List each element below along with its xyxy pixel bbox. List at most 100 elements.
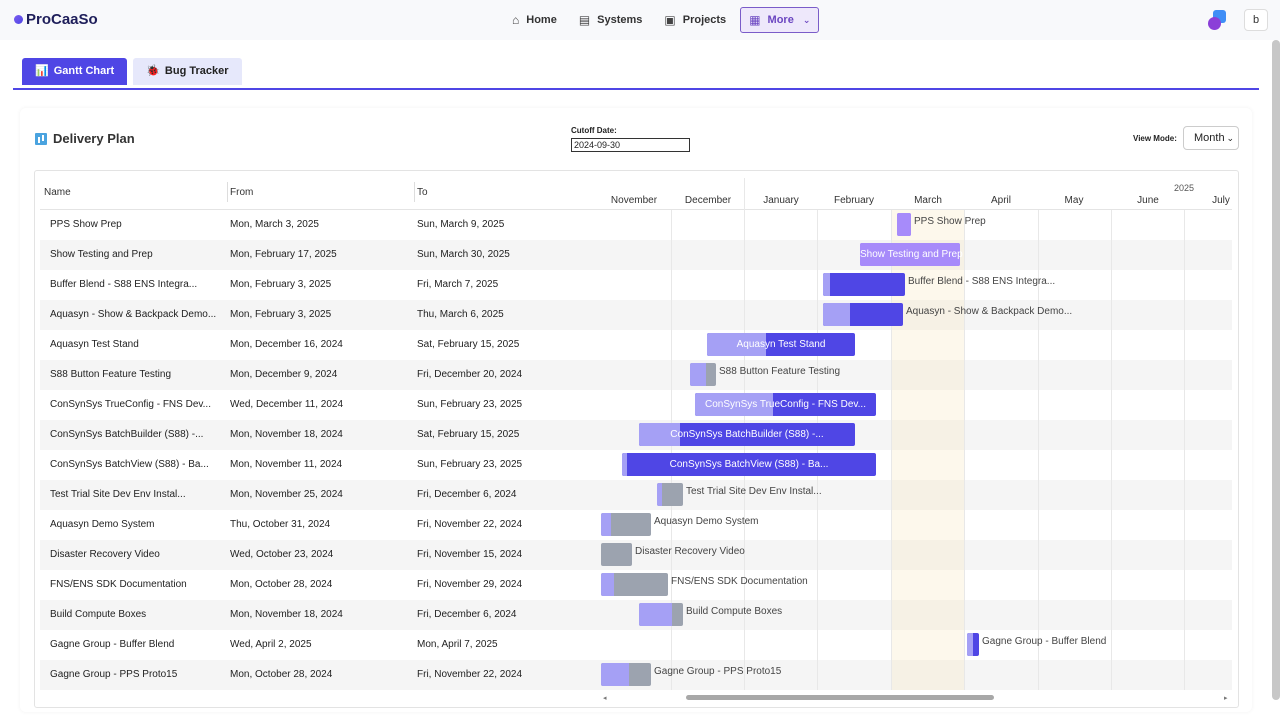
table-row[interactable] bbox=[40, 210, 1232, 240]
gantt-bar-label: Aquasyn - Show & Backpack Demo... bbox=[906, 306, 1073, 317]
nav-home[interactable]: ⌂ Home bbox=[504, 7, 565, 33]
month-gridline bbox=[1184, 210, 1185, 690]
task-from-cell: Wed, October 23, 2024 bbox=[230, 549, 334, 560]
app-logo[interactable]: ProCaaSo bbox=[14, 11, 98, 28]
app-name: ProCaaSo bbox=[26, 11, 98, 28]
task-to-cell: Sun, February 23, 2025 bbox=[417, 459, 523, 470]
grid-icon: ▦ bbox=[749, 13, 761, 27]
tab-underline bbox=[13, 88, 1259, 90]
tab-bug-tracker[interactable]: 🐞 Bug Tracker bbox=[133, 58, 242, 85]
view-tabs: 📊 Gantt Chart 🐞 Bug Tracker bbox=[22, 58, 242, 85]
gantt-bar-label: Disaster Recovery Video bbox=[635, 546, 745, 557]
panel-title-text: Delivery Plan bbox=[53, 131, 135, 146]
gantt-bar[interactable] bbox=[601, 513, 651, 536]
month-label: July bbox=[1212, 195, 1230, 206]
task-table-header: Name From To bbox=[40, 178, 600, 210]
systems-icon: ▤ bbox=[578, 13, 591, 27]
table-row[interactable] bbox=[40, 480, 1232, 510]
table-row[interactable] bbox=[40, 390, 1232, 420]
gantt-bar[interactable] bbox=[695, 393, 876, 416]
nav-projects-label: Projects bbox=[682, 14, 727, 26]
task-name-cell: Gagne Group - PPS Proto15 bbox=[50, 669, 178, 680]
gantt-bar[interactable] bbox=[707, 333, 855, 356]
nav-projects[interactable]: ▣ Projects bbox=[656, 7, 734, 33]
column-divider[interactable] bbox=[414, 182, 415, 202]
bar-remaining bbox=[823, 273, 905, 296]
task-to-cell: Fri, November 15, 2024 bbox=[417, 549, 523, 560]
gantt-bar[interactable] bbox=[823, 303, 903, 326]
gantt-bar[interactable] bbox=[657, 483, 683, 506]
gantt-bar[interactable] bbox=[897, 213, 911, 236]
gantt-bar[interactable] bbox=[601, 573, 668, 596]
nav-more-label: More bbox=[767, 14, 794, 26]
task-from-cell: Mon, November 25, 2024 bbox=[230, 489, 343, 500]
task-name-cell: FNS/ENS SDK Documentation bbox=[50, 579, 187, 590]
column-header-from[interactable]: From bbox=[230, 187, 254, 198]
month-gridline bbox=[817, 210, 818, 690]
gantt-bar[interactable] bbox=[860, 243, 960, 266]
cutoff-date-input[interactable]: 2024-09-30 bbox=[571, 138, 690, 152]
month-label: May bbox=[1064, 195, 1084, 206]
table-row[interactable] bbox=[40, 330, 1232, 360]
task-from-cell: Mon, November 11, 2024 bbox=[230, 459, 343, 470]
task-from-cell: Mon, February 3, 2025 bbox=[230, 279, 332, 290]
column-header-to[interactable]: To bbox=[417, 187, 428, 198]
bar-progress bbox=[695, 393, 773, 416]
column-divider[interactable] bbox=[227, 182, 228, 202]
gantt-bar[interactable] bbox=[639, 603, 683, 626]
task-name-cell: ConSynSys BatchBuilder (S88) -... bbox=[50, 429, 204, 440]
task-from-cell: Mon, December 16, 2024 bbox=[230, 339, 343, 350]
gantt-bar[interactable] bbox=[690, 363, 716, 386]
gantt-bar[interactable] bbox=[622, 453, 876, 476]
user-menu-button[interactable]: b bbox=[1244, 9, 1268, 31]
bar-progress bbox=[601, 513, 611, 536]
table-row[interactable] bbox=[40, 240, 1232, 270]
timeline-header bbox=[600, 178, 1232, 210]
bar-remaining bbox=[657, 483, 683, 506]
gantt-container bbox=[34, 170, 1239, 708]
bug-icon: 🐞 bbox=[146, 65, 160, 77]
scroll-right-arrow-icon[interactable]: ▸ bbox=[1224, 695, 1228, 702]
month-label: March bbox=[914, 195, 942, 206]
month-gridline bbox=[964, 210, 965, 690]
task-from-cell: Mon, December 9, 2024 bbox=[230, 369, 338, 380]
gantt-bar-label: Aquasyn Demo System bbox=[654, 516, 759, 527]
table-row[interactable] bbox=[40, 600, 1232, 630]
gantt-bar[interactable] bbox=[601, 543, 632, 566]
task-from-cell: Mon, November 18, 2024 bbox=[230, 609, 343, 620]
horizontal-scrollbar[interactable] bbox=[686, 695, 994, 700]
task-from-cell: Mon, March 3, 2025 bbox=[230, 219, 319, 230]
page-scrollbar[interactable] bbox=[1272, 40, 1280, 700]
task-name-cell: Gagne Group - Buffer Blend bbox=[50, 639, 175, 650]
gantt-bar[interactable] bbox=[967, 633, 979, 656]
table-row[interactable] bbox=[40, 420, 1232, 450]
task-name-cell: Test Trial Site Dev Env Instal... bbox=[50, 489, 186, 500]
task-to-cell: Sun, February 23, 2025 bbox=[417, 399, 523, 410]
gantt-bar[interactable] bbox=[601, 663, 651, 686]
view-mode-select[interactable]: Month ⌄ bbox=[1183, 126, 1239, 150]
month-gridline bbox=[671, 210, 672, 690]
nav-systems[interactable]: ▤ Systems bbox=[571, 7, 651, 33]
gantt-bar-label: Build Compute Boxes bbox=[686, 606, 783, 617]
task-name-cell: Disaster Recovery Video bbox=[50, 549, 160, 560]
nav-more-dropdown[interactable]: ▦ More ⌄ bbox=[740, 7, 820, 33]
month-label: November bbox=[610, 195, 658, 206]
task-name-cell: Build Compute Boxes bbox=[50, 609, 147, 620]
table-row[interactable] bbox=[40, 360, 1232, 390]
gantt-bar-label: FNS/ENS SDK Documentation bbox=[671, 576, 808, 587]
task-name-cell: Aquasyn Test Stand bbox=[50, 339, 139, 350]
top-navbar: ProCaaSo ⌂ Home ▤ Systems ▣ Projects ▦ M… bbox=[0, 0, 1280, 40]
tab-gantt-chart[interactable]: 📊 Gantt Chart bbox=[22, 58, 128, 85]
table-row[interactable] bbox=[40, 300, 1232, 330]
cutoff-date-label: Cutoff Date: bbox=[571, 126, 617, 135]
gantt-bar[interactable] bbox=[639, 423, 855, 446]
scroll-left-arrow-icon[interactable]: ◂ bbox=[603, 695, 607, 702]
month-label: December bbox=[684, 195, 732, 206]
task-to-cell: Mon, April 7, 2025 bbox=[417, 639, 498, 650]
column-header-name[interactable]: Name bbox=[44, 187, 71, 198]
table-row[interactable] bbox=[40, 540, 1232, 570]
bar-progress bbox=[657, 483, 663, 506]
home-icon: ⌂ bbox=[512, 13, 520, 27]
task-to-cell: Sun, March 9, 2025 bbox=[417, 219, 505, 230]
gantt-bar[interactable] bbox=[823, 273, 905, 296]
